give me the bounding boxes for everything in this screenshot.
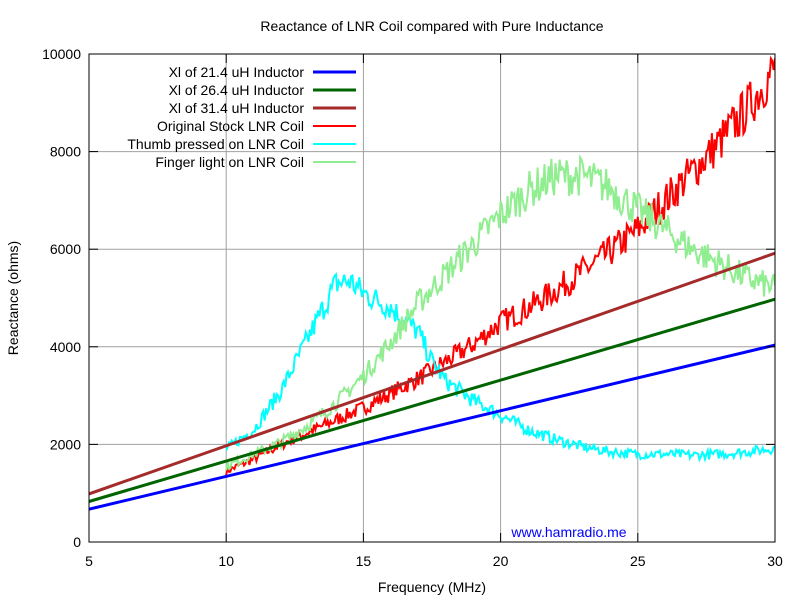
x-axis-label: Frequency (MHz) [378, 579, 486, 595]
series-original-stock-lnr-coil [225, 55, 775, 476]
y-tick-label: 2000 [50, 436, 81, 452]
y-axis-label: Reactance (ohms) [5, 241, 21, 355]
series-xl-of-31-4-uh-inductor [89, 251, 775, 496]
grid [89, 54, 775, 542]
x-tick-label: 25 [630, 553, 646, 569]
legend: Xl of 21.4 uH Inductor Xl of 26.4 uH Indu… [127, 64, 356, 170]
y-tick-label: 6000 [50, 241, 81, 257]
series-xl-of-21-4-uh-inductor [89, 343, 775, 511]
chart-title: Reactance of LNR Coil compared with Pure… [260, 18, 603, 34]
axis-ticks: 5 10 15 20 25 30 0 2000 4000 6000 8000 10000 [42, 46, 783, 569]
x-tick-label: 10 [218, 553, 234, 569]
legend-label: Xl of 21.4 uH Inductor [169, 64, 305, 80]
series-xl-of-26-4-uh-inductor [89, 297, 775, 503]
legend-label: Xl of 31.4 uH Inductor [169, 100, 305, 116]
x-tick-label: 30 [767, 553, 783, 569]
y-tick-label: 0 [73, 534, 81, 550]
legend-label: Thumb pressed on LNR Coil [127, 136, 304, 152]
x-tick-label: 20 [493, 553, 509, 569]
plot-border [88, 53, 776, 543]
legend-label: Original Stock LNR Coil [157, 118, 304, 134]
y-tick-label: 10000 [42, 46, 81, 62]
y-tick-label: 8000 [50, 144, 81, 160]
x-tick-label: 5 [85, 553, 93, 569]
legend-label: Xl of 26.4 uH Inductor [169, 82, 305, 98]
series-thumb-pressed-on-lnr-coil [225, 272, 775, 464]
legend-label: Finger light on LNR Coil [155, 154, 304, 170]
y-tick-label: 4000 [50, 339, 81, 355]
watermark-annotation: www.hamradio.me [510, 524, 626, 540]
plot-area [89, 55, 775, 511]
x-tick-label: 15 [356, 553, 372, 569]
